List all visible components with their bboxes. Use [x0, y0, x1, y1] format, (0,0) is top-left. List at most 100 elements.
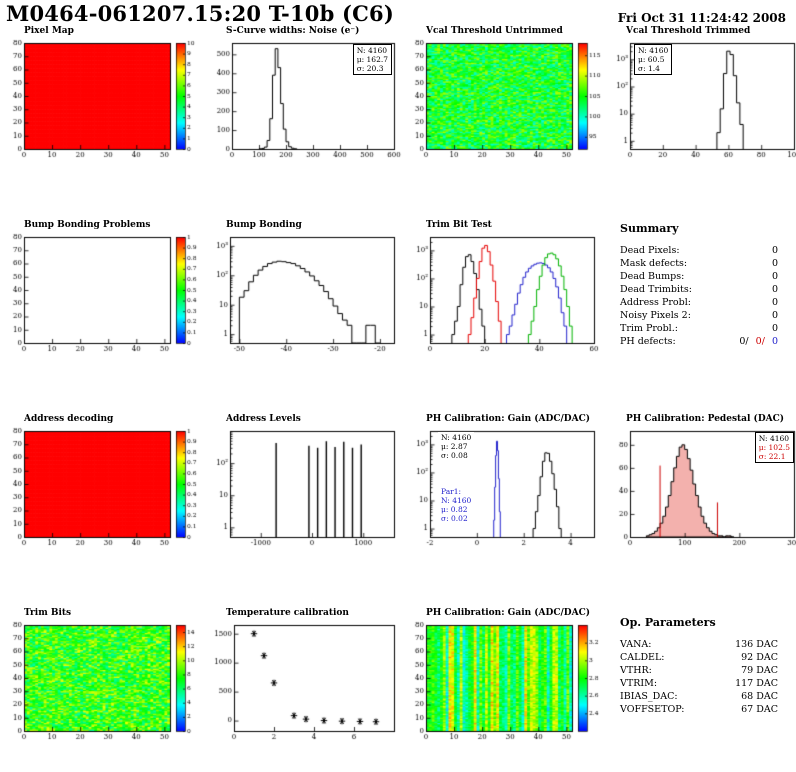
panel-title: Trim Bits [24, 608, 72, 618]
trim-bits-heatmap [4, 621, 200, 747]
summary-row: Noisy Pixels 2: 0 [620, 309, 778, 322]
ph-defects-value-3: 0 [771, 336, 778, 347]
ph-gain-histogram [406, 427, 602, 553]
panel-summary: Summary Dead Pixels: 0 Mask defects: 0 D… [620, 222, 785, 348]
summary-row-value: 0 [771, 258, 778, 269]
panel-bump-bonding: Bump Bonding [206, 220, 402, 380]
stat-sigma: σ: 0.02 [441, 514, 468, 523]
stats-box-par1: Par1: N: 4160 μ: 0.82 σ: 0.02 [438, 486, 475, 524]
summary-row-label: Dead Trimbits: [620, 284, 692, 295]
op-parameter-label: VTHR: [620, 665, 652, 676]
stat-sigma: σ: 20.3 [356, 64, 384, 73]
stat-entries: N: 4160 [356, 46, 388, 55]
summary-row-label: Dead Bumps: [620, 271, 685, 282]
stats-box: N: 4160 μ: 162.7 σ: 20.3 [352, 44, 392, 75]
stat-mean: μ: 162.7 [356, 55, 388, 64]
panel-vcal-trimmed: Vcal Threshold Trimmed N: 4160 μ: 60.5 σ… [606, 26, 796, 186]
summary-rows: Dead Pixels: 0 Mask defects: 0 Dead Bump… [620, 244, 785, 335]
summary-row-label: Trim Probl.: [620, 323, 678, 334]
panel-title: Bump Bonding [226, 220, 302, 230]
trim-bit-test-histogram [406, 233, 602, 359]
op-parameter-rows: VANA: 136 DAC CALDEL: 92 DAC VTHR: 79 DA… [620, 638, 785, 716]
stat-mean: μ: 2.87 [441, 442, 468, 451]
op-parameter-row: IBIAS_DAC: 68 DAC [620, 690, 778, 703]
op-parameter-value: 68 DAC [741, 691, 778, 702]
op-parameter-row: VTRIM: 117 DAC [620, 677, 778, 690]
stats-box: N: 4160 μ: 102.5 σ: 22.1 [754, 432, 794, 463]
op-parameter-value: 92 DAC [741, 652, 778, 663]
ph-defects-value-2: 0/ [755, 336, 765, 347]
panel-temperature-calibration: Temperature calibration [206, 608, 402, 768]
op-parameter-value: 67 DAC [741, 704, 778, 715]
panel-title: Vcal Threshold Untrimmed [426, 26, 563, 36]
panel-address-decoding: Address decoding [4, 414, 200, 574]
stat-entries: N: 4160 [638, 46, 669, 55]
summary-row-value: 0 [771, 323, 778, 334]
pixel-map-heatmap [4, 39, 200, 165]
stat-entries: N: 4160 [441, 433, 472, 442]
op-parameter-value: 117 DAC [735, 678, 778, 689]
panel-ph-gain: PH Calibration: Gain (ADC/DAC) N: 4160 μ… [406, 414, 602, 574]
panel-title: Address Levels [226, 414, 301, 424]
op-parameter-row: VOFFSETOP: 67 DAC [620, 703, 778, 716]
panel-ph-pedestal: PH Calibration: Pedestal (DAC) N: 4160 μ… [606, 414, 796, 574]
panel-ph-gain-map: PH Calibration: Gain (ADC/DAC) [406, 608, 602, 768]
vcal-untrimmed-heatmap [406, 39, 602, 165]
panel-title: Address decoding [24, 414, 114, 424]
summary-row: Mask defects: 0 [620, 257, 778, 270]
summary-row: Dead Trimbits: 0 [620, 283, 778, 296]
summary-row-ph-defects: PH defects: 0/ 0/ 0 [620, 335, 778, 348]
panel-title: Vcal Threshold Trimmed [626, 26, 751, 36]
stat-mean: μ: 0.82 [441, 505, 468, 514]
stat-sigma: σ: 1.4 [638, 64, 660, 73]
address-decoding-heatmap [4, 427, 200, 553]
stat-entries: N: 4160 [758, 434, 790, 443]
panel-address-levels: Address Levels [206, 414, 402, 574]
panel-title: PH Calibration: Gain (ADC/DAC) [426, 608, 590, 618]
summary-row-value: 0 [771, 271, 778, 282]
stats-box: N: 4160 μ: 2.87 σ: 0.08 [438, 432, 475, 461]
op-parameter-label: VANA: [620, 639, 652, 650]
op-parameter-label: CALDEL: [620, 652, 665, 663]
panel-trim-bit-test: Trim Bit Test [406, 220, 602, 380]
op-parameter-row: VTHR: 79 DAC [620, 664, 778, 677]
bump-bonding-histogram [206, 233, 402, 359]
address-levels-histogram [206, 427, 402, 553]
stats-box: N: 4160 μ: 60.5 σ: 1.4 [634, 44, 673, 75]
summary-row: Dead Pixels: 0 [620, 244, 778, 257]
summary-row-label: Address Probl: [620, 297, 691, 308]
ph-gain-heatmap [406, 621, 602, 747]
summary-row-value: 0 [771, 310, 778, 321]
panel-vcal-untrimmed: Vcal Threshold Untrimmed [406, 26, 602, 186]
panel-title: Trim Bit Test [426, 220, 492, 230]
panel-bump-bonding-problems: Bump Bonding Problems [4, 220, 200, 380]
stat-mean: μ: 60.5 [638, 55, 665, 64]
ph-defects-values: 0/ 0/ 0 [735, 335, 778, 348]
summary-row-value: 0 [771, 245, 778, 256]
panel-title: PH Calibration: Gain (ADC/DAC) [426, 414, 590, 424]
panel-title: Pixel Map [24, 26, 74, 36]
summary-row-label: Noisy Pixels 2: [620, 310, 691, 321]
ph-defects-label: PH defects: [620, 336, 676, 347]
page-title: M0464-061207.15:20 T-10b (C6) [6, 1, 394, 26]
stat-mean: μ: 102.5 [758, 443, 790, 452]
timestamp: Fri Oct 31 11:24:42 2008 [617, 11, 786, 25]
panel-title: PH Calibration: Pedestal (DAC) [626, 414, 785, 424]
stat-sigma: σ: 0.08 [441, 451, 468, 460]
op-parameters-title: Op. Parameters [620, 616, 716, 629]
op-parameter-label: IBIAS_DAC: [620, 691, 678, 702]
summary-title: Summary [620, 222, 679, 235]
panel-title: S-Curve widths: Noise (e⁻) [226, 26, 360, 36]
summary-row: Dead Bumps: 0 [620, 270, 778, 283]
summary-row: Address Probl: 0 [620, 296, 778, 309]
summary-row-value: 0 [771, 297, 778, 308]
summary-row: Trim Probl.: 0 [620, 322, 778, 335]
op-parameter-label: VTRIM: [620, 678, 658, 689]
panel-trim-bits: Trim Bits [4, 608, 200, 768]
op-parameter-row: VANA: 136 DAC [620, 638, 778, 651]
summary-row-label: Dead Pixels: [620, 245, 680, 256]
panel-op-parameters: Op. Parameters VANA: 136 DAC CALDEL: 92 … [620, 616, 785, 716]
stat-par-label: Par1: [441, 487, 462, 496]
panel-pixel-map: Pixel Map [4, 26, 200, 186]
